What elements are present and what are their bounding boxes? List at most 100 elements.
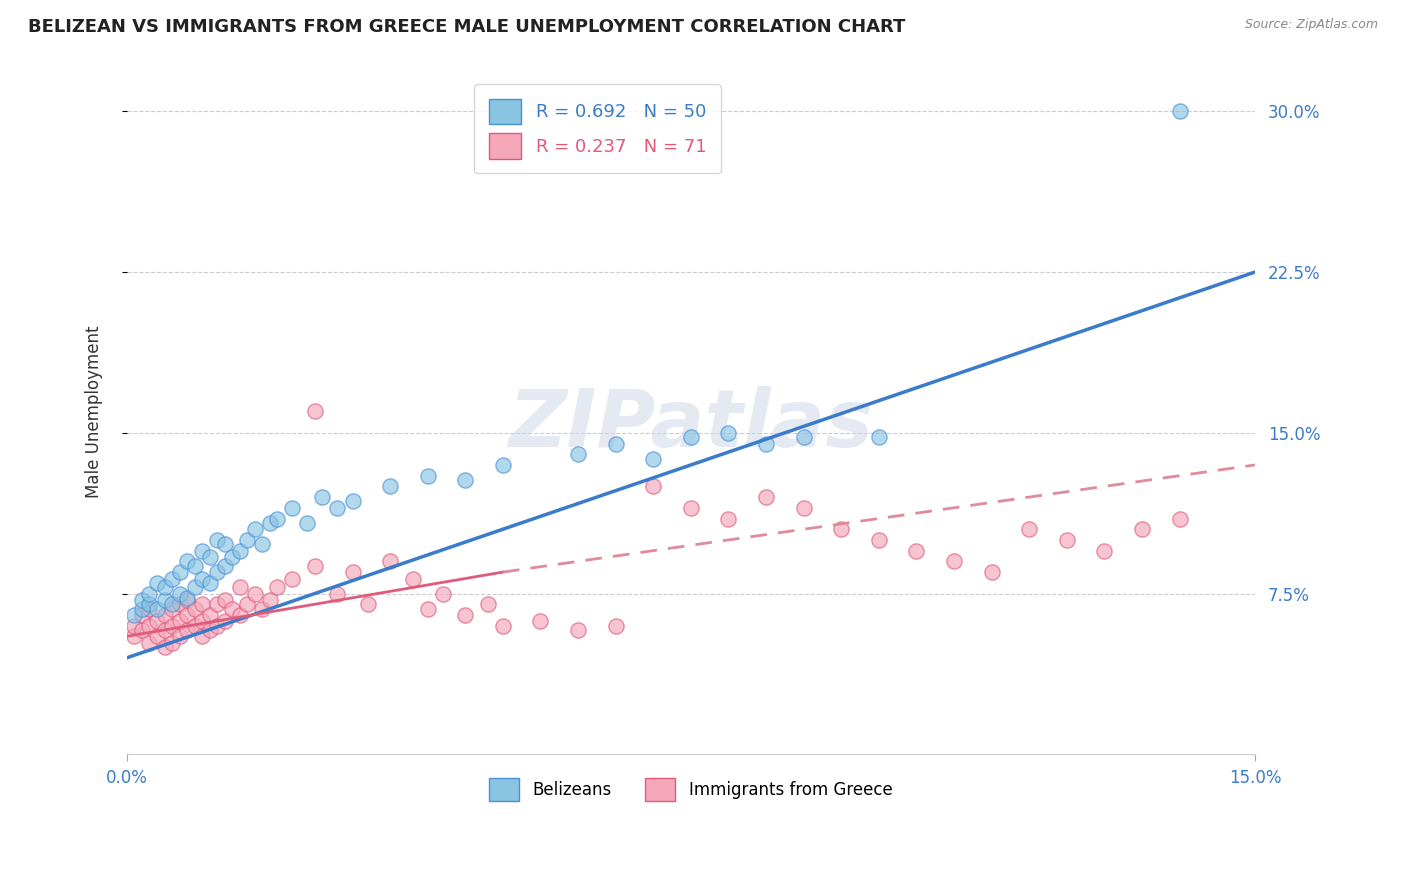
Point [198,550,221,565]
Point [868,533,890,547]
Text: ZIPatlas: ZIPatlas [509,386,873,464]
Point [304,404,326,418]
Point [176,593,198,607]
Point [131,607,153,622]
Point [160,572,183,586]
Point [243,586,266,600]
Point [1018,522,1040,536]
Point [205,597,228,611]
Point [755,490,778,504]
Point [432,586,454,600]
Point [183,558,205,573]
Point [191,572,214,586]
Point [342,494,364,508]
Point [124,618,146,632]
Point [153,607,176,622]
Point [378,479,401,493]
Point [943,554,966,568]
Point [416,468,439,483]
Point [236,533,259,547]
Point [228,543,250,558]
Point [191,543,214,558]
Point [1168,104,1191,119]
Point [868,430,890,444]
Point [153,640,176,654]
Point [1168,511,1191,525]
Point [717,425,740,440]
Point [342,565,364,579]
Point [830,522,852,536]
Point [214,593,236,607]
Point [124,629,146,643]
Point [183,618,205,632]
Point [221,550,243,565]
Point [191,615,214,629]
Point [169,597,191,611]
Point [266,580,288,594]
Point [160,636,183,650]
Point [266,511,288,525]
Point [228,580,250,594]
Point [402,572,425,586]
Point [138,586,160,600]
Point [717,511,740,525]
Point [153,580,176,594]
Point [304,558,326,573]
Point [567,447,589,461]
Point [214,537,236,551]
Point [169,586,191,600]
Point [146,615,169,629]
Point [153,623,176,637]
Point [160,601,183,615]
Point [169,615,191,629]
Point [281,572,304,586]
Point [326,500,349,515]
Point [236,597,259,611]
Point [228,607,250,622]
Point [198,575,221,590]
Point [259,593,281,607]
Point [1094,543,1116,558]
Point [183,601,205,615]
Point [905,543,928,558]
Point [176,554,198,568]
Point [205,618,228,632]
Point [191,629,214,643]
Point [124,607,146,622]
Legend: Belizeans, Immigrants from Greece: Belizeans, Immigrants from Greece [477,764,905,814]
Point [492,618,515,632]
Point [529,615,551,629]
Point [131,601,153,615]
Point [643,479,665,493]
Point [356,597,378,611]
Point [243,522,266,536]
Point [146,629,169,643]
Point [214,615,236,629]
Point [1130,522,1153,536]
Point [477,597,499,611]
Point [281,500,304,515]
Point [454,607,477,622]
Point [131,623,153,637]
Point [198,623,221,637]
Point [259,516,281,530]
Point [311,490,333,504]
Point [252,601,274,615]
Point [146,575,169,590]
Y-axis label: Male Unemployment: Male Unemployment [86,325,103,498]
Point [146,601,169,615]
Point [679,430,702,444]
Point [138,601,160,615]
Point [191,597,214,611]
Point [1056,533,1078,547]
Point [138,597,160,611]
Point [416,601,439,615]
Point [643,451,665,466]
Point [205,533,228,547]
Point [169,629,191,643]
Point [176,607,198,622]
Point [160,618,183,632]
Point [214,558,236,573]
Point [153,593,176,607]
Point [252,537,274,551]
